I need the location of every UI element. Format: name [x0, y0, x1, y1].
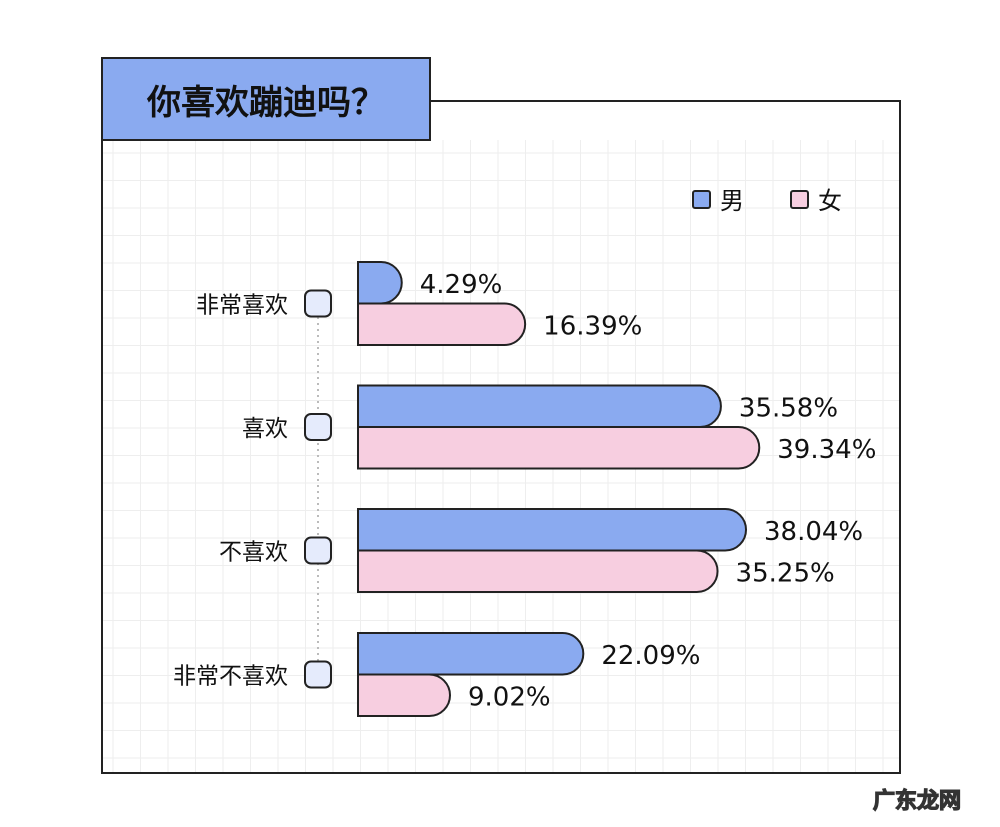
category-label: 不喜欢 [219, 540, 288, 566]
data-label: 38.04% [764, 517, 863, 547]
category-label: 非常喜欢 [196, 293, 288, 319]
bar [357, 261, 403, 305]
data-label: 4.29% [420, 270, 503, 300]
watermark: 广东龙网 [873, 788, 961, 814]
bar [357, 426, 761, 470]
title-box [101, 57, 431, 141]
category-label: 喜欢 [242, 416, 288, 442]
bar [357, 673, 452, 717]
category-label: 非常不喜欢 [173, 664, 288, 690]
category-marker [304, 536, 332, 565]
category-marker [304, 413, 332, 441]
data-label: 22.09% [601, 641, 700, 671]
legend-swatch [790, 190, 809, 209]
data-label: 35.58% [739, 393, 838, 423]
data-label: 35.25% [736, 558, 835, 588]
data-label: 9.02% [468, 682, 551, 712]
legend-label: 女 [818, 187, 842, 215]
legend-label: 男 [720, 187, 744, 215]
chart-title: 你喜欢蹦迪吗？ [146, 83, 385, 123]
category-marker [304, 289, 332, 318]
bar [357, 632, 585, 676]
legend-swatch [692, 190, 711, 209]
data-label: 39.34% [777, 435, 876, 465]
bar [357, 549, 719, 593]
chart-frame [101, 100, 901, 774]
bar [357, 508, 748, 552]
data-label: 16.39% [543, 311, 642, 341]
bar [357, 384, 722, 428]
bar [357, 302, 527, 346]
category-marker [304, 660, 332, 689]
